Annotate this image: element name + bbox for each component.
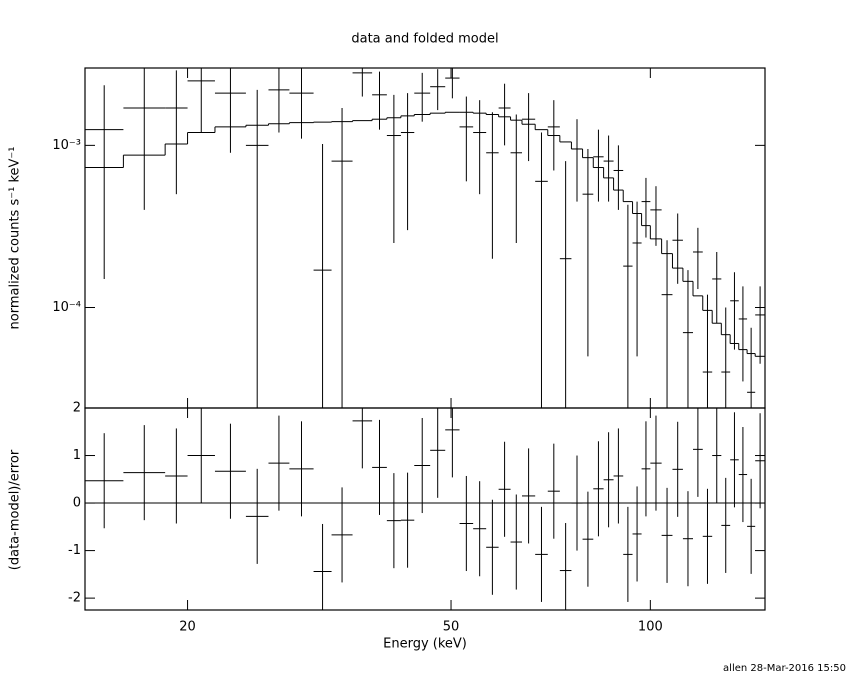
x-tick-label: 20 [179,620,196,635]
x-axis-label: Energy (keV) [383,637,467,652]
y-tick-label: 1 [73,448,81,463]
y-axis-label: (data-model)/error [8,449,23,570]
y-axis-label: normalized counts s⁻¹ keV⁻¹ [8,147,23,330]
x-tick-label: 100 [638,620,663,635]
chart-title: data and folded model [351,32,498,47]
y-tick-label: 10⁻³ [52,138,81,153]
y-tick-label: -1 [68,543,81,558]
plot-frame [84,67,766,409]
y-tick-label: 10⁻⁴ [52,300,81,315]
plot-area [85,68,765,408]
y-tick-label: 2 [73,401,81,416]
y-tick-label: -2 [68,591,81,606]
plot-area [85,408,765,610]
y-tick-label: 0 [73,496,81,511]
plot-frame [84,407,766,611]
x-tick-label: 50 [443,620,460,635]
footer: allen 28-Mar-2016 15:50 [723,663,846,674]
